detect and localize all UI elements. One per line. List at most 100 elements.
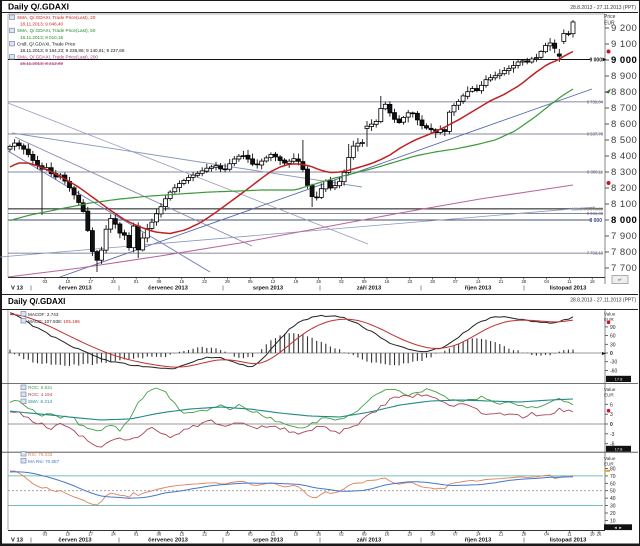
svg-text:9 100: 9 100 bbox=[611, 39, 637, 50]
svg-text:8 600: 8 600 bbox=[611, 119, 637, 130]
svg-text:7 900: 7 900 bbox=[611, 231, 637, 242]
svg-text:-60: -60 bbox=[610, 368, 617, 374]
svg-text:16: 16 bbox=[385, 532, 390, 537]
svg-text:28: 28 bbox=[521, 532, 526, 537]
svg-text:Value: Value bbox=[604, 456, 616, 461]
svg-text:červenec 2013: červenec 2013 bbox=[148, 538, 188, 544]
svg-text:ROC: 4.194: ROC: 4.194 bbox=[28, 392, 53, 397]
svg-text:7 800: 7 800 bbox=[611, 247, 637, 258]
svg-text:02: 02 bbox=[339, 532, 344, 537]
svg-text:8 100: 8 100 bbox=[611, 199, 637, 210]
svg-text:|: | bbox=[222, 286, 224, 292]
svg-text:01: 01 bbox=[134, 279, 139, 284]
svg-text:09: 09 bbox=[362, 532, 367, 537]
svg-text:21: 21 bbox=[499, 532, 504, 537]
svg-text:EUR: EUR bbox=[604, 462, 614, 467]
svg-text:|: | bbox=[319, 538, 321, 544]
svg-text:◄ ►: ◄ ► bbox=[613, 525, 622, 530]
svg-text:09: 09 bbox=[362, 279, 367, 284]
svg-text:60: 60 bbox=[610, 481, 616, 487]
svg-text:-30: -30 bbox=[610, 360, 617, 366]
svg-text:50: 50 bbox=[610, 489, 616, 495]
svg-text:17: 17 bbox=[88, 279, 93, 284]
svg-text:29: 29 bbox=[225, 532, 230, 537]
svg-text:15: 15 bbox=[179, 279, 184, 284]
svg-text:8 400: 8 400 bbox=[611, 151, 637, 162]
svg-text:8 537,78: 8 537,78 bbox=[587, 132, 604, 137]
svg-text:29: 29 bbox=[225, 279, 230, 284]
svg-text:01: 01 bbox=[134, 532, 139, 537]
svg-text:0: 0 bbox=[610, 351, 613, 357]
svg-text:17.8: 17.8 bbox=[615, 377, 624, 382]
svg-text:V 13: V 13 bbox=[11, 286, 24, 292]
svg-text:24: 24 bbox=[111, 532, 116, 537]
svg-text:Daily Q/.GDAXI: Daily Q/.GDAXI bbox=[8, 2, 69, 12]
svg-text:80: 80 bbox=[610, 467, 616, 473]
svg-text:říjen 2013: říjen 2013 bbox=[465, 538, 493, 544]
svg-text:07: 07 bbox=[453, 532, 458, 537]
svg-text:23: 23 bbox=[407, 279, 412, 284]
svg-text:|: | bbox=[420, 538, 422, 544]
svg-text:03: 03 bbox=[43, 532, 48, 537]
svg-text:8 800: 8 800 bbox=[611, 87, 637, 98]
svg-text:8 000: 8 000 bbox=[589, 218, 602, 224]
svg-text:srpen 2013: srpen 2013 bbox=[253, 538, 284, 544]
svg-text:17: 17 bbox=[88, 532, 93, 537]
svg-text:26: 26 bbox=[597, 532, 602, 537]
svg-text:10: 10 bbox=[65, 532, 70, 537]
svg-text:8 300: 8 300 bbox=[611, 167, 637, 178]
svg-text:9 000: 9 000 bbox=[589, 58, 602, 64]
svg-text:02: 02 bbox=[339, 279, 344, 284]
svg-text:|: | bbox=[319, 286, 321, 292]
svg-text:3: 3 bbox=[610, 412, 613, 418]
svg-text:10: 10 bbox=[65, 279, 70, 284]
svg-text:30: 30 bbox=[430, 279, 435, 284]
svg-text:08: 08 bbox=[157, 532, 162, 537]
svg-text:26: 26 bbox=[316, 279, 321, 284]
svg-text:9 200: 9 200 bbox=[611, 23, 637, 34]
svg-text:17.8: 17.8 bbox=[615, 447, 624, 452]
svg-text:Value: Value bbox=[604, 312, 616, 317]
svg-text:100.0% 8 070,30: 100.0% 8 070,30 bbox=[571, 206, 603, 211]
svg-text:8 700: 8 700 bbox=[611, 103, 637, 114]
svg-text:červen 2013: červen 2013 bbox=[58, 538, 92, 544]
svg-text:19: 19 bbox=[293, 279, 298, 284]
svg-text:|: | bbox=[222, 538, 224, 544]
svg-text:12: 12 bbox=[271, 279, 276, 284]
svg-text:15: 15 bbox=[179, 532, 184, 537]
svg-text:30: 30 bbox=[610, 342, 616, 348]
svg-text:Price: Price bbox=[604, 14, 616, 20]
svg-text:EUR: EUR bbox=[604, 21, 615, 27]
svg-text:8 300,11: 8 300,11 bbox=[587, 170, 604, 175]
svg-text:srpen 2013: srpen 2013 bbox=[253, 286, 284, 292]
svg-text:MACD: 107.938: 105.196: MACD: 107.938: 105.196 bbox=[28, 319, 80, 324]
svg-text:0: 0 bbox=[610, 422, 613, 428]
svg-text:6: 6 bbox=[610, 402, 613, 408]
svg-text:10: 10 bbox=[610, 518, 616, 524]
svg-text:↵: ↵ bbox=[618, 278, 622, 284]
svg-text:90: 90 bbox=[610, 325, 616, 331]
svg-text:04: 04 bbox=[544, 532, 549, 537]
svg-text:Value: Value bbox=[604, 387, 616, 392]
svg-text:03: 03 bbox=[43, 279, 48, 284]
svg-text:EUR: EUR bbox=[604, 317, 614, 322]
svg-text:28: 28 bbox=[521, 279, 526, 284]
svg-text:21: 21 bbox=[499, 279, 504, 284]
svg-text:70: 70 bbox=[610, 474, 616, 480]
svg-text:8 000: 8 000 bbox=[611, 215, 637, 226]
svg-text:7 700: 7 700 bbox=[611, 263, 637, 274]
svg-text:30: 30 bbox=[610, 504, 616, 510]
svg-text:18: 18 bbox=[590, 279, 595, 284]
svg-text:září 2013: září 2013 bbox=[357, 538, 382, 544]
svg-text:22: 22 bbox=[202, 532, 207, 537]
svg-text:26: 26 bbox=[316, 532, 321, 537]
svg-text:|: | bbox=[118, 286, 120, 292]
svg-text:20: 20 bbox=[610, 511, 616, 517]
svg-text:|: | bbox=[30, 538, 32, 544]
svg-text:říjen 2013: říjen 2013 bbox=[465, 286, 493, 292]
svg-text:|: | bbox=[30, 286, 32, 292]
svg-text:Daily Q/.GDAXI: Daily Q/.GDAXI bbox=[8, 297, 65, 306]
svg-text:-3: -3 bbox=[610, 432, 615, 438]
svg-text:24: 24 bbox=[111, 279, 116, 284]
svg-text:60: 60 bbox=[610, 334, 616, 340]
